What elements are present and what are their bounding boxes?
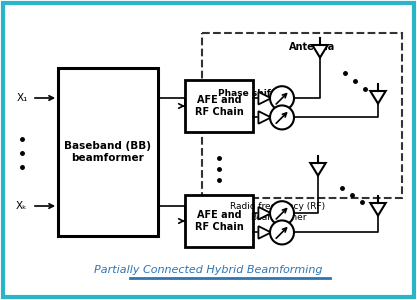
- Polygon shape: [310, 163, 326, 175]
- Polygon shape: [259, 226, 271, 239]
- Circle shape: [270, 86, 294, 110]
- Polygon shape: [259, 207, 271, 220]
- Polygon shape: [370, 203, 386, 216]
- Text: Partially Connected Hybrid Beamforming: Partially Connected Hybrid Beamforming: [94, 265, 323, 275]
- Text: Baseband (BB)
beamformer: Baseband (BB) beamformer: [65, 141, 151, 163]
- Text: Xₖ: Xₖ: [16, 201, 28, 211]
- Text: Phase shifter: Phase shifter: [218, 88, 286, 98]
- Circle shape: [270, 201, 294, 225]
- Text: X₁: X₁: [16, 93, 28, 103]
- Text: Radio frequency (RF)
Beamformer: Radio frequency (RF) Beamformer: [231, 202, 326, 222]
- Circle shape: [270, 220, 294, 244]
- Polygon shape: [259, 111, 271, 124]
- Bar: [202, 33, 402, 198]
- Bar: [185, 195, 253, 247]
- Polygon shape: [370, 91, 386, 103]
- Text: AFE and
RF Chain: AFE and RF Chain: [195, 210, 244, 232]
- Bar: [185, 80, 253, 132]
- Circle shape: [270, 105, 294, 129]
- Polygon shape: [259, 92, 271, 104]
- Bar: [58, 68, 158, 236]
- Polygon shape: [312, 45, 328, 58]
- Text: Antenna: Antenna: [289, 42, 335, 52]
- Text: AFE and
RF Chain: AFE and RF Chain: [195, 95, 244, 117]
